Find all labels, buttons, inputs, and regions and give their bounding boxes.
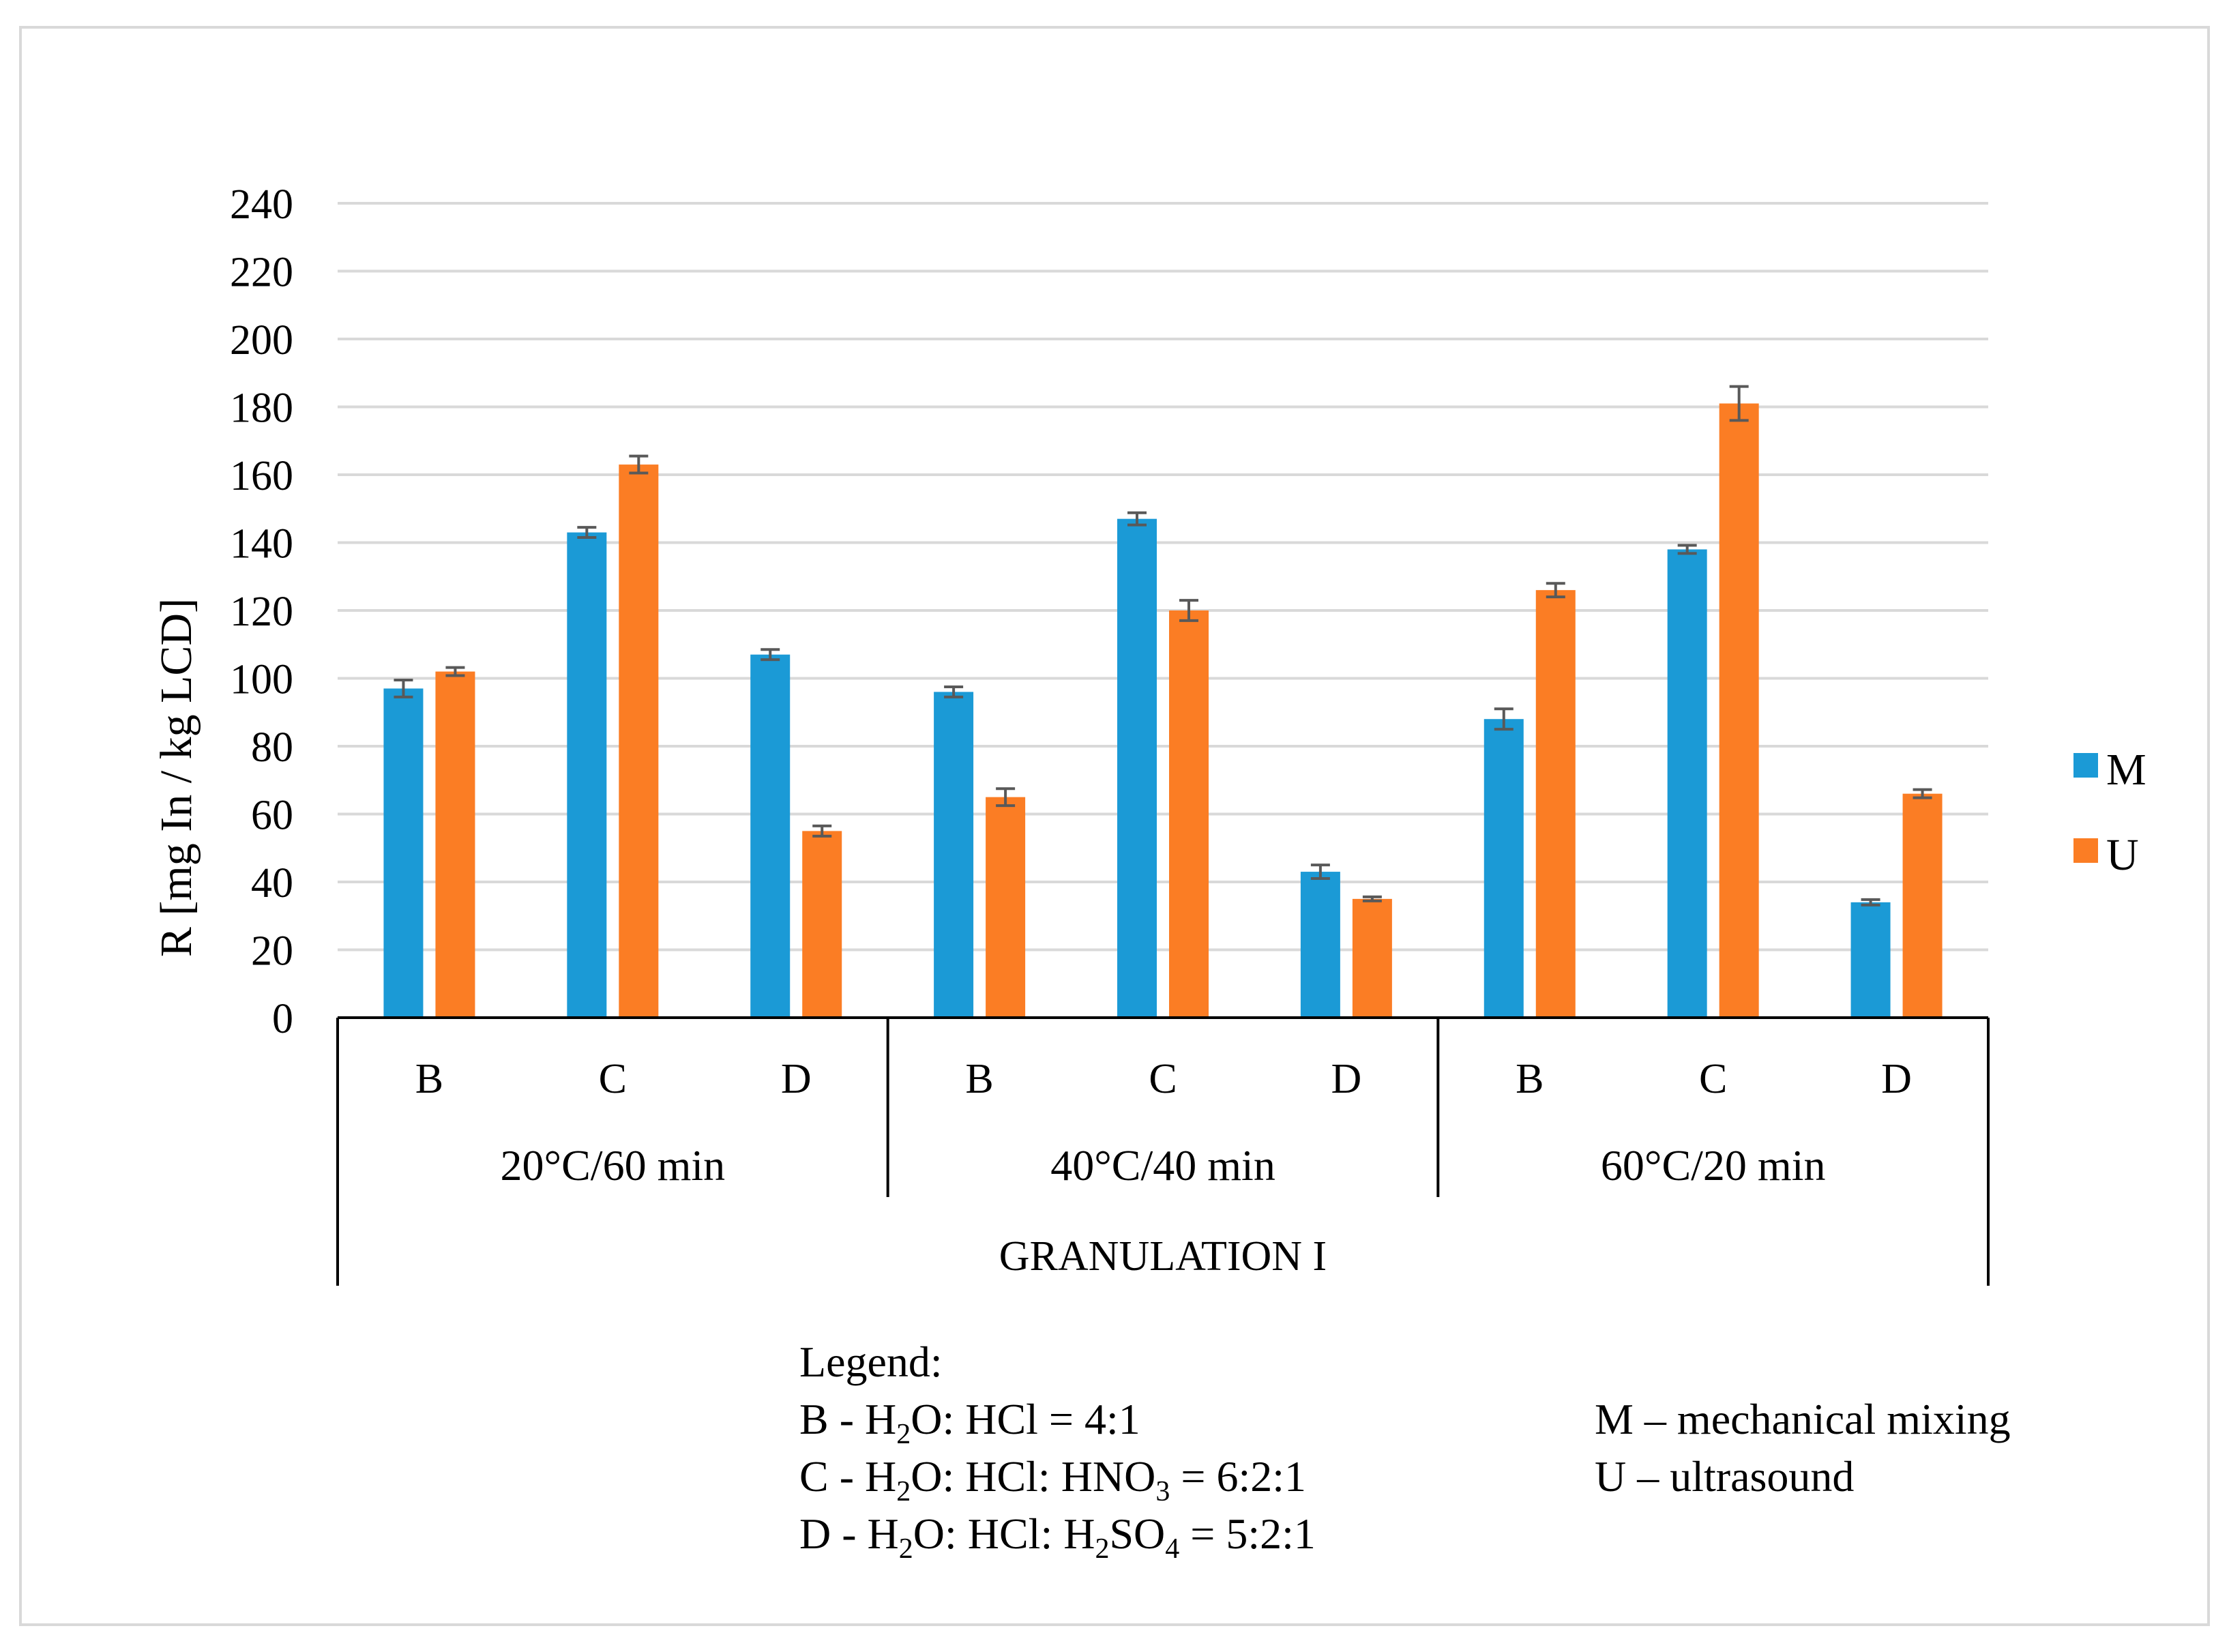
error-bar bbox=[812, 824, 832, 838]
bar-u bbox=[435, 671, 475, 1018]
category-label: D bbox=[781, 1056, 812, 1102]
error-bar bbox=[445, 666, 465, 677]
chart-frame bbox=[19, 26, 2210, 1626]
y-tick-label: 240 bbox=[230, 181, 293, 228]
category-label: B bbox=[1516, 1056, 1544, 1102]
condition-label: 40°C/40 min bbox=[1050, 1141, 1275, 1190]
group-label: GRANULATION I bbox=[999, 1233, 1327, 1280]
bar-m bbox=[1483, 719, 1524, 1018]
y-axis-ticks: 0 20 40 60 80 100 120 140 160 180 200 220 240 bbox=[230, 181, 293, 1042]
y-axis-label: R [mg In / kg LCD] bbox=[151, 598, 201, 957]
error-bar bbox=[761, 648, 780, 662]
error-bar bbox=[1546, 582, 1565, 599]
legend-m: M – mechanical mixing bbox=[1595, 1395, 2011, 1443]
legend-d: D - H2O: HCl: H2SO4 = 5:2:1 bbox=[799, 1509, 1316, 1565]
error-bar bbox=[394, 678, 413, 698]
bars bbox=[383, 403, 1943, 1018]
error-bar bbox=[1913, 788, 1932, 799]
bar-m bbox=[1117, 518, 1157, 1018]
category-label: C bbox=[1149, 1056, 1177, 1102]
legend-c: C - H2O: HCl: HNO3 = 6:2:1 bbox=[799, 1452, 1306, 1507]
error-bar bbox=[1861, 898, 1880, 906]
condition-label: 60°C/20 min bbox=[1601, 1141, 1826, 1190]
category-label: B bbox=[965, 1056, 993, 1102]
y-tick-label: 180 bbox=[230, 385, 293, 432]
y-tick-label: 100 bbox=[230, 657, 293, 703]
legend-label-m: M bbox=[2106, 745, 2146, 795]
legend-u: U – ultrasound bbox=[1595, 1452, 1855, 1501]
error-bar bbox=[1310, 864, 1330, 881]
category-label: D bbox=[1881, 1056, 1912, 1102]
error-bar bbox=[1677, 544, 1697, 555]
y-tick-label: 0 bbox=[272, 996, 293, 1042]
abbreviation-legend: Legend: B - H2O: HCl = 4:1 C - H2O: HCl:… bbox=[799, 1333, 1316, 1563]
bar-u bbox=[619, 464, 659, 1018]
bar-m bbox=[1300, 872, 1340, 1018]
legend-swatch-u bbox=[2073, 838, 2098, 863]
y-tick-label: 60 bbox=[251, 793, 293, 839]
error-bar bbox=[1179, 599, 1198, 622]
legend-heading: Legend: bbox=[799, 1338, 943, 1386]
bar-u bbox=[1169, 610, 1209, 1018]
bar-m bbox=[383, 688, 424, 1018]
error-bar bbox=[1494, 707, 1514, 731]
error-bar bbox=[996, 787, 1016, 808]
error-bar bbox=[1729, 385, 1749, 422]
bar-u bbox=[1352, 898, 1392, 1018]
error-bar bbox=[1127, 511, 1147, 527]
category-label: B bbox=[415, 1056, 443, 1102]
bar-u bbox=[1535, 590, 1576, 1018]
bar-u bbox=[1719, 403, 1759, 1018]
legend-swatch-m bbox=[2073, 753, 2098, 778]
error-bar bbox=[1362, 895, 1382, 902]
legend-label-u: U bbox=[2106, 830, 2139, 880]
y-tick-label: 140 bbox=[230, 521, 293, 567]
bar-u bbox=[986, 797, 1026, 1018]
bar-m bbox=[750, 654, 791, 1018]
category-label: C bbox=[599, 1056, 627, 1102]
bar-m bbox=[934, 692, 974, 1018]
legend-b: B - H2O: HCl = 4:1 bbox=[799, 1395, 1140, 1450]
error-bar bbox=[577, 526, 597, 540]
condition-label: 20°C/60 min bbox=[501, 1141, 726, 1190]
error-bar bbox=[629, 454, 649, 475]
error-bar bbox=[944, 685, 964, 698]
category-label: D bbox=[1331, 1056, 1361, 1102]
y-tick-label: 20 bbox=[251, 928, 293, 975]
method-legend: M – mechanical mixing U – ultrasound bbox=[1595, 1391, 2011, 1505]
grid-lines bbox=[338, 202, 1988, 952]
category-label: C bbox=[1699, 1056, 1727, 1102]
y-tick-label: 120 bbox=[230, 589, 293, 635]
bar-u bbox=[802, 831, 842, 1018]
y-tick-label: 160 bbox=[230, 453, 293, 499]
y-tick-label: 80 bbox=[251, 724, 293, 771]
error-bars bbox=[394, 385, 1932, 906]
y-tick-label: 200 bbox=[230, 317, 293, 364]
bar-u bbox=[1902, 793, 1943, 1018]
y-tick-label: 40 bbox=[251, 860, 293, 906]
series-legend: MU bbox=[2073, 745, 2146, 880]
bar-m bbox=[567, 532, 607, 1018]
y-tick-label: 220 bbox=[230, 250, 293, 296]
bar-m bbox=[1850, 902, 1891, 1018]
bar-m bbox=[1667, 549, 1707, 1018]
category-axis: B C D B C D B C D 20°C/60 min 40°C/40 min 60°C/20 m… bbox=[336, 1016, 1990, 1286]
